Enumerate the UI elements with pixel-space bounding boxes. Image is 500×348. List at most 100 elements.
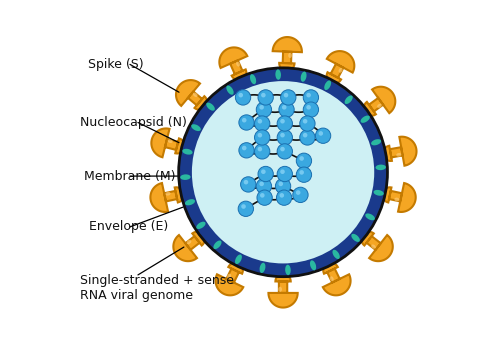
Circle shape xyxy=(280,119,285,124)
Circle shape xyxy=(306,93,311,97)
Polygon shape xyxy=(364,87,396,116)
Text: Membrane (M): Membrane (M) xyxy=(84,169,175,183)
Circle shape xyxy=(303,90,318,105)
Circle shape xyxy=(239,115,254,130)
Text: Nucleocapsid (N): Nucleocapsid (N) xyxy=(80,116,187,129)
Circle shape xyxy=(239,143,254,158)
Circle shape xyxy=(258,90,274,105)
Circle shape xyxy=(280,133,285,137)
Circle shape xyxy=(254,116,270,131)
Ellipse shape xyxy=(394,198,400,201)
Ellipse shape xyxy=(360,116,370,123)
Ellipse shape xyxy=(236,62,240,66)
Ellipse shape xyxy=(371,245,376,249)
Ellipse shape xyxy=(324,80,331,90)
Circle shape xyxy=(261,93,266,97)
Circle shape xyxy=(257,190,272,205)
Circle shape xyxy=(296,167,312,182)
Circle shape xyxy=(238,93,243,97)
Ellipse shape xyxy=(288,53,292,58)
Ellipse shape xyxy=(278,287,282,292)
Ellipse shape xyxy=(276,69,281,80)
Polygon shape xyxy=(383,137,416,166)
Circle shape xyxy=(241,204,246,209)
Ellipse shape xyxy=(352,234,360,242)
Circle shape xyxy=(254,144,270,159)
Circle shape xyxy=(256,179,272,194)
Circle shape xyxy=(280,147,285,151)
Polygon shape xyxy=(174,232,204,261)
Ellipse shape xyxy=(310,260,316,270)
Circle shape xyxy=(236,90,250,105)
Circle shape xyxy=(284,93,288,97)
Circle shape xyxy=(244,180,248,184)
Polygon shape xyxy=(362,232,393,261)
Ellipse shape xyxy=(180,174,190,180)
Circle shape xyxy=(242,146,246,150)
Circle shape xyxy=(258,133,262,137)
Ellipse shape xyxy=(168,139,172,143)
Ellipse shape xyxy=(260,263,266,273)
Circle shape xyxy=(240,177,256,192)
Ellipse shape xyxy=(332,250,340,259)
Text: Spike (S): Spike (S) xyxy=(88,58,144,71)
Circle shape xyxy=(316,128,330,143)
Circle shape xyxy=(258,147,262,151)
Circle shape xyxy=(280,193,284,198)
Ellipse shape xyxy=(344,95,352,104)
Ellipse shape xyxy=(371,139,381,145)
Ellipse shape xyxy=(192,81,374,263)
Ellipse shape xyxy=(214,240,222,249)
Circle shape xyxy=(276,190,292,205)
Ellipse shape xyxy=(285,265,290,275)
Circle shape xyxy=(242,118,246,122)
Ellipse shape xyxy=(191,124,201,131)
Polygon shape xyxy=(152,128,185,157)
Circle shape xyxy=(280,90,296,105)
Circle shape xyxy=(277,166,292,182)
Circle shape xyxy=(276,179,290,194)
Circle shape xyxy=(300,156,304,161)
Polygon shape xyxy=(176,80,207,110)
Ellipse shape xyxy=(182,149,192,155)
Circle shape xyxy=(303,119,308,124)
Polygon shape xyxy=(382,183,416,212)
Ellipse shape xyxy=(330,276,334,281)
Circle shape xyxy=(278,182,283,186)
Ellipse shape xyxy=(166,192,170,196)
Ellipse shape xyxy=(196,222,205,229)
Circle shape xyxy=(300,170,304,175)
Ellipse shape xyxy=(226,86,234,95)
Ellipse shape xyxy=(186,240,192,244)
Circle shape xyxy=(260,105,264,110)
Ellipse shape xyxy=(374,190,384,196)
Ellipse shape xyxy=(193,93,198,97)
Circle shape xyxy=(277,116,292,131)
Circle shape xyxy=(256,102,272,117)
Circle shape xyxy=(260,193,264,198)
Circle shape xyxy=(277,130,292,145)
Circle shape xyxy=(261,169,266,174)
Ellipse shape xyxy=(235,254,242,264)
Circle shape xyxy=(300,116,315,131)
Ellipse shape xyxy=(206,103,215,111)
Circle shape xyxy=(279,102,294,117)
Circle shape xyxy=(303,133,308,137)
Polygon shape xyxy=(268,274,298,308)
Circle shape xyxy=(258,119,262,124)
Polygon shape xyxy=(150,183,184,212)
Circle shape xyxy=(277,144,292,159)
Circle shape xyxy=(303,102,318,117)
Ellipse shape xyxy=(250,74,256,84)
Polygon shape xyxy=(216,263,244,295)
Circle shape xyxy=(293,187,308,203)
Circle shape xyxy=(238,201,254,216)
Ellipse shape xyxy=(376,165,386,170)
Text: Single-stranded + sense
RNA viral genome: Single-stranded + sense RNA viral genome xyxy=(80,274,234,302)
Ellipse shape xyxy=(338,68,342,73)
Circle shape xyxy=(254,130,270,145)
Text: Envelope (E): Envelope (E) xyxy=(89,220,168,234)
Ellipse shape xyxy=(227,274,231,279)
Circle shape xyxy=(300,130,315,145)
Ellipse shape xyxy=(185,199,195,205)
